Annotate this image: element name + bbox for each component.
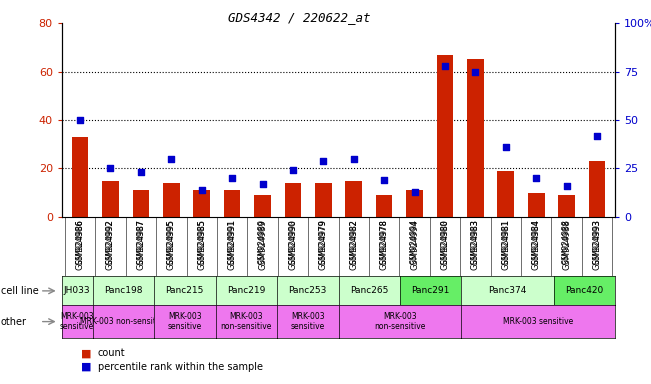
Bar (102, 180, 119, 217)
Text: MRK-003
sensitive: MRK-003 sensitive (290, 312, 325, 331)
Point (561, 183, 572, 189)
Point (166, 156, 176, 162)
Text: Panc215: Panc215 (165, 286, 204, 295)
Text: GSM924981: GSM924981 (501, 219, 510, 264)
Bar (528, 193, 544, 217)
Text: ■: ■ (81, 348, 92, 358)
Text: GSM924988: GSM924988 (562, 219, 571, 264)
Text: percentile rank within the sample: percentile rank within the sample (98, 362, 262, 372)
Text: JH033: JH033 (64, 286, 90, 295)
Bar (589, 161, 605, 217)
Bar (346, 180, 362, 217)
Point (105, 166, 116, 172)
Bar (437, 55, 453, 217)
Text: Panc265: Panc265 (350, 286, 389, 295)
Bar (254, 195, 271, 217)
Bar (284, 183, 301, 217)
Point (439, 63, 450, 69)
Text: GSM924982: GSM924982 (349, 219, 358, 264)
Text: GSM924989: GSM924989 (258, 219, 267, 264)
Point (348, 156, 359, 162)
Text: Panc253: Panc253 (288, 286, 327, 295)
Point (227, 175, 238, 181)
Point (501, 144, 511, 150)
Text: GSM924991: GSM924991 (228, 219, 236, 264)
Text: MRK-003
non-sensitive: MRK-003 non-sensitive (221, 312, 272, 331)
Bar (163, 183, 180, 217)
Text: GSM924990: GSM924990 (288, 219, 298, 264)
Text: MRK-003 sensitive: MRK-003 sensitive (503, 317, 574, 326)
Point (409, 189, 420, 195)
Bar (133, 190, 149, 217)
Text: ■: ■ (81, 362, 92, 372)
Point (288, 167, 298, 174)
Text: cell line: cell line (1, 286, 38, 296)
Point (197, 187, 207, 193)
Text: GSM924993: GSM924993 (592, 219, 602, 264)
Bar (315, 183, 331, 217)
Text: GSM924987: GSM924987 (137, 219, 145, 264)
Text: GSM924986: GSM924986 (76, 219, 85, 264)
Text: Panc420: Panc420 (565, 286, 603, 295)
Text: GSM924979: GSM924979 (319, 219, 328, 264)
Point (257, 181, 268, 187)
Point (531, 175, 542, 181)
Text: GSM924995: GSM924995 (167, 219, 176, 264)
Text: Panc291: Panc291 (411, 286, 450, 295)
Text: GSM924980: GSM924980 (441, 219, 449, 264)
Point (75, 117, 85, 123)
Bar (467, 60, 484, 217)
Point (470, 68, 480, 74)
Text: GDS4342 / 220622_at: GDS4342 / 220622_at (228, 12, 370, 25)
Point (318, 158, 329, 164)
Text: GSM924983: GSM924983 (471, 219, 480, 264)
Text: Panc219: Panc219 (227, 286, 266, 295)
Point (592, 132, 602, 139)
Text: GSM924992: GSM924992 (106, 219, 115, 264)
Text: MRK-003
sensitive: MRK-003 sensitive (168, 312, 202, 331)
Text: MRK-003
sensitive: MRK-003 sensitive (60, 312, 94, 331)
Bar (558, 195, 575, 217)
Point (379, 177, 389, 183)
Text: GSM924984: GSM924984 (532, 219, 540, 264)
Bar (406, 190, 423, 217)
Text: GSM924978: GSM924978 (380, 219, 389, 264)
Text: MRK-003
non-sensitive: MRK-003 non-sensitive (374, 312, 426, 331)
Bar (497, 171, 514, 217)
Point (135, 169, 146, 175)
Text: count: count (98, 348, 125, 358)
Bar (193, 190, 210, 217)
Text: Panc374: Panc374 (488, 286, 527, 295)
Text: GSM924994: GSM924994 (410, 219, 419, 264)
Bar (376, 195, 393, 217)
Bar (224, 190, 240, 217)
Text: other: other (1, 316, 27, 327)
Text: Panc198: Panc198 (104, 286, 143, 295)
Text: MRK-003 non-sensitive: MRK-003 non-sensitive (79, 317, 167, 326)
Text: GSM924985: GSM924985 (197, 219, 206, 264)
Bar (72, 137, 89, 217)
